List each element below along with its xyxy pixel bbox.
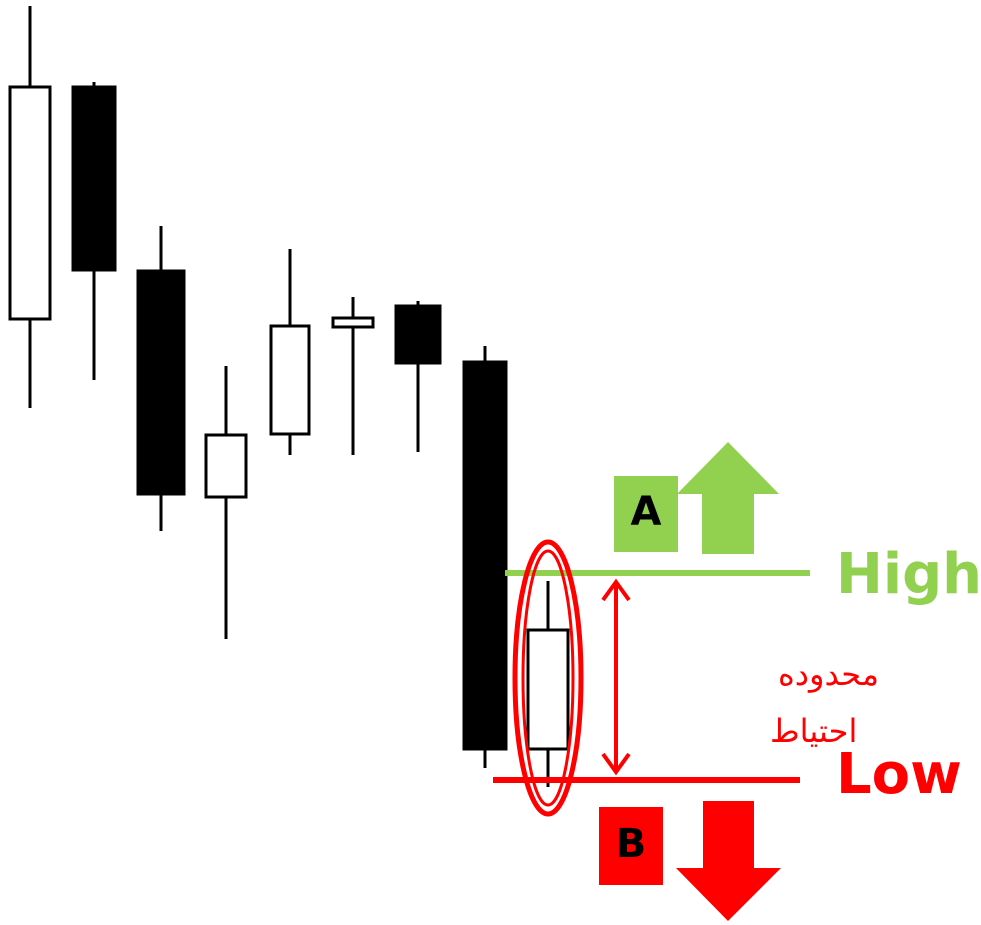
bearish-candle-body <box>73 87 115 270</box>
bearish-candle-body <box>138 271 184 494</box>
marker-b-label: B <box>616 821 647 867</box>
candle <box>10 6 50 408</box>
candle <box>271 249 309 455</box>
bearish-candle-body <box>396 306 440 363</box>
candle <box>138 226 184 531</box>
range-annotation-line2: احتیاط <box>770 712 857 750</box>
bullish-candle-body <box>528 630 568 749</box>
candle <box>464 346 506 768</box>
candle <box>396 301 440 452</box>
low-label: Low <box>836 742 962 807</box>
candle <box>528 581 568 787</box>
bullish-candle-body <box>206 435 246 497</box>
up-arrow-icon <box>677 442 779 554</box>
candle <box>206 366 246 639</box>
bearish-candle-body <box>464 362 506 749</box>
candle <box>333 297 373 455</box>
range-arrow <box>603 582 629 772</box>
candle <box>73 82 115 380</box>
bullish-candle-body <box>333 318 373 327</box>
candles <box>10 6 568 787</box>
high-label: High <box>836 542 981 607</box>
bullish-candle-body <box>271 326 309 434</box>
range-annotation-line1: محدوده <box>778 655 879 693</box>
bullish-candle-body <box>10 87 50 319</box>
down-arrow-icon <box>676 801 781 921</box>
marker-a-label: A <box>631 489 662 535</box>
